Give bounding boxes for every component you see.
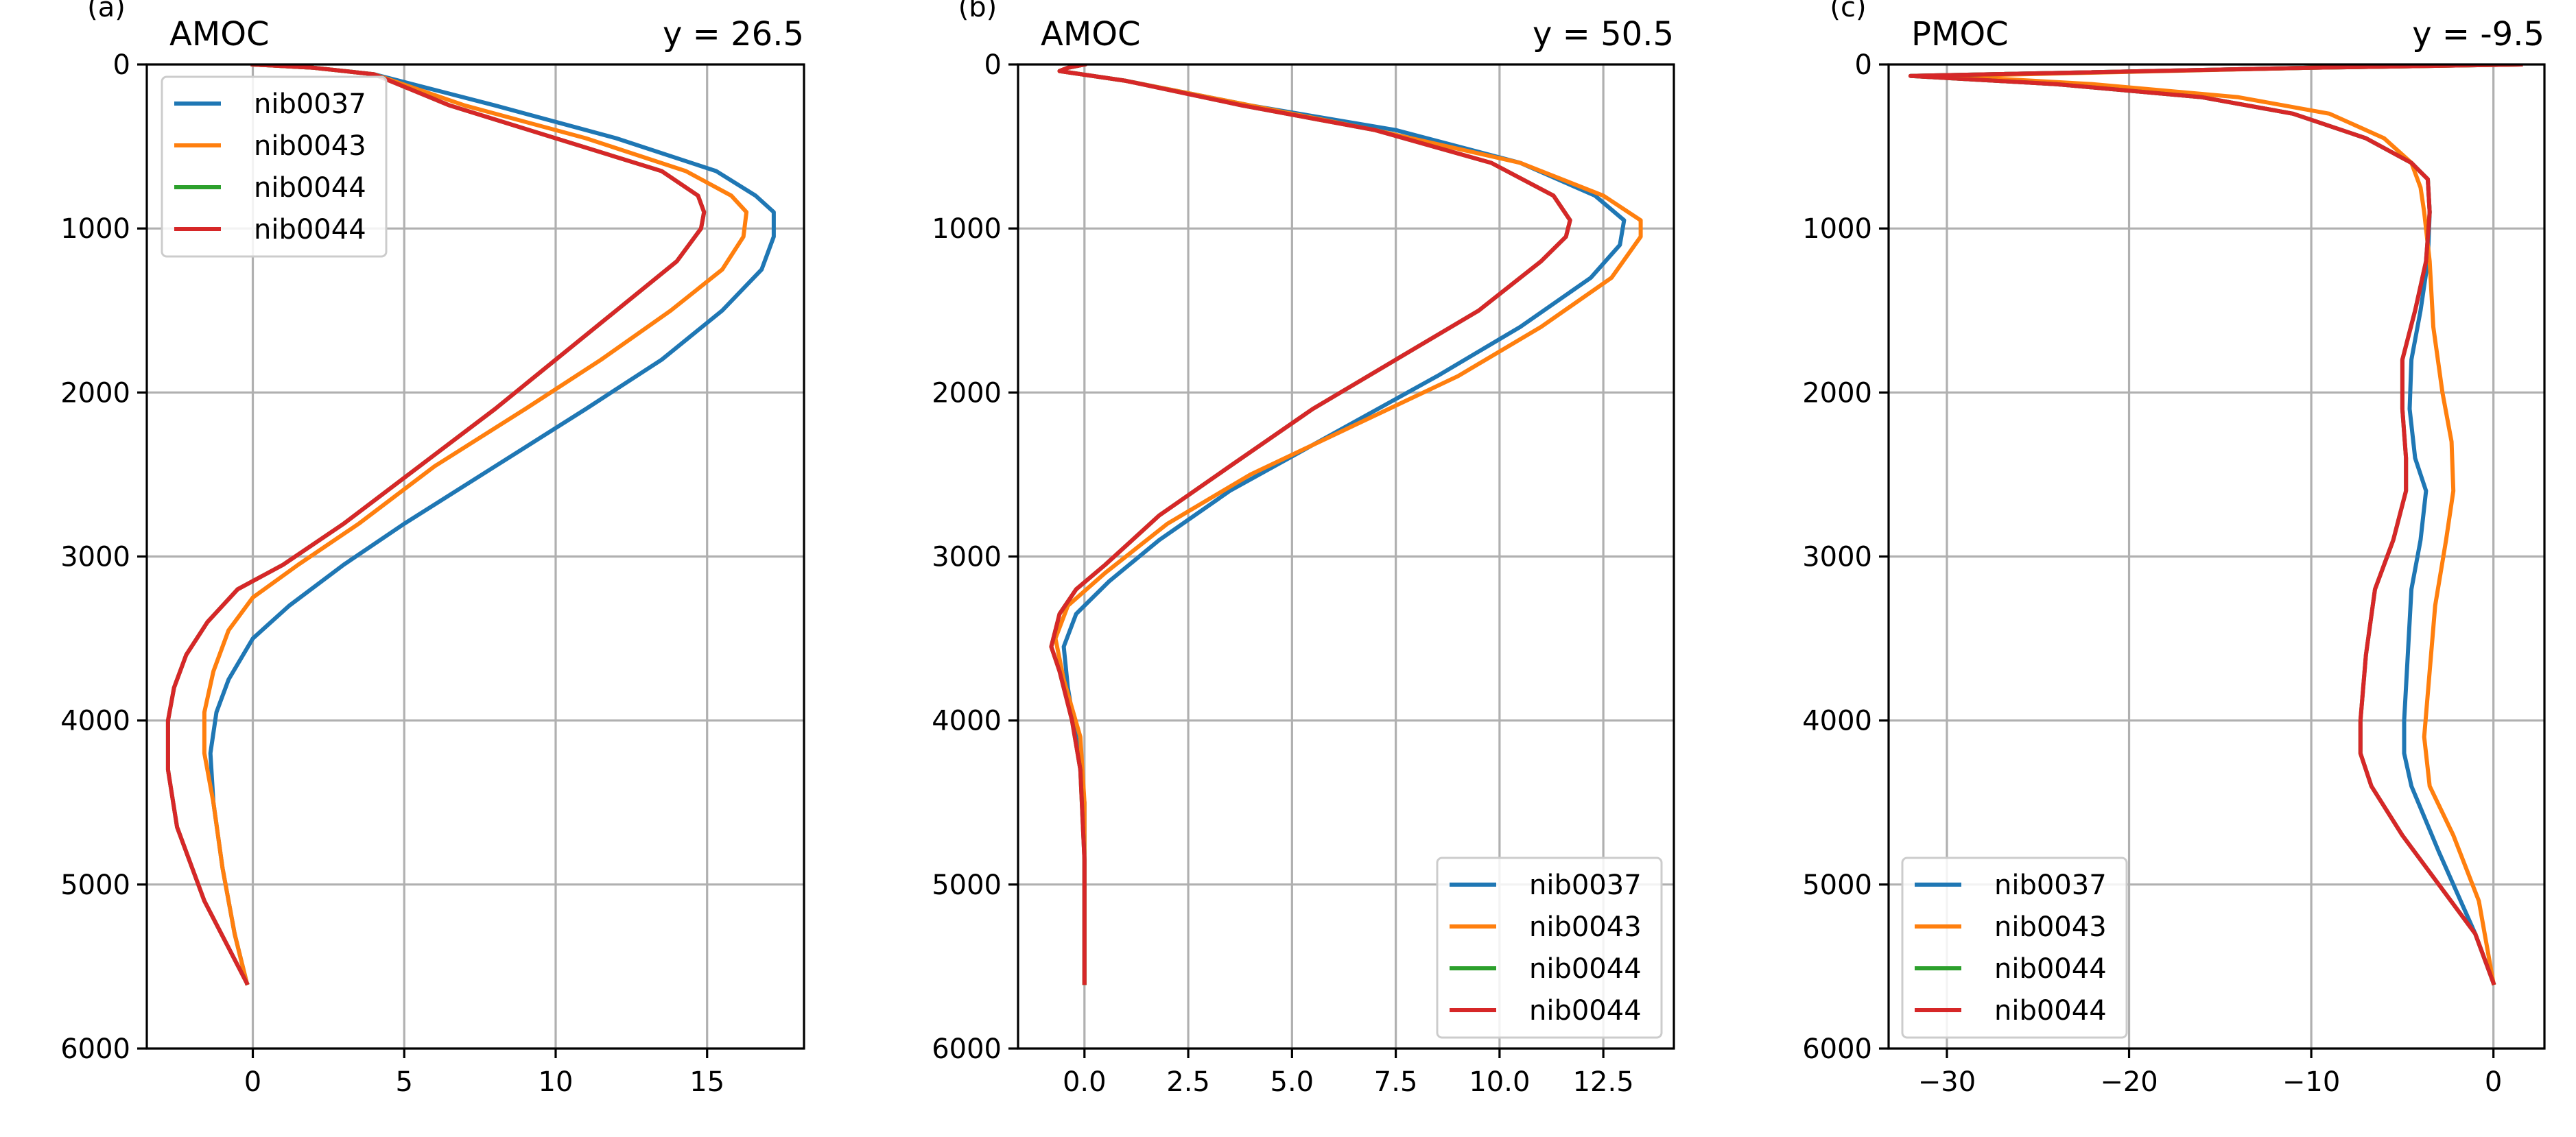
legend-entry: nib0044 [1994,995,2107,1027]
y-tick-label: 5000 [932,870,1002,901]
y-tick-label: 0 [1855,49,1872,81]
legend-entry: nib0044 [1994,953,2107,985]
x-tick-label: 0.0 [1063,1066,1107,1098]
panel-location: y = 26.5 [663,15,804,53]
y-tick-label: 3000 [932,542,1002,573]
y-tick-label: 6000 [932,1033,1002,1065]
y-tick-label: 2000 [932,377,1002,409]
x-tick-label: 10 [539,1066,574,1098]
chart-panel-1: 0 5 10 15 0 1000 2000 3000 4000 5000 6000 (a) AMOC y … [60,0,805,1098]
y-tick-label: 6000 [1802,1033,1872,1065]
y-tick-label: 1000 [60,213,130,245]
y-tick-label: 0 [984,49,1002,81]
x-tick-label: 12.5 [1573,1066,1634,1098]
legend-entry: nib0037 [1994,870,2107,901]
x-tick-label: −30 [1918,1066,1976,1098]
panel-title: AMOC [1041,15,1141,53]
y-tick-label: 1000 [932,213,1002,245]
y-tick-label: 2000 [1802,377,1872,409]
x-tick-label: 0 [2485,1066,2502,1098]
legend: nib0037 nib0043 nib0044 nib0044 [1901,857,2128,1039]
legend: nib0037 nib0043 nib0044 nib0044 [161,75,388,258]
y-tick-label: 2000 [60,377,130,409]
series-line-2 [1053,64,1643,985]
panel-label: (a) [87,0,126,23]
panel-label: (b) [958,0,997,23]
legend-box [1436,857,1663,1039]
x-tick-label: −10 [2282,1066,2340,1098]
series-line-3 [1049,64,1572,985]
y-tick-label: 6000 [60,1033,130,1065]
y-tick-label: 4000 [1802,706,1872,737]
x-tick-label: 5 [396,1066,413,1098]
panel-location: y = 50.5 [1533,15,1674,53]
legend: nib0037 nib0043 nib0044 nib0044 [1436,857,1663,1039]
y-tick-label: 1000 [1802,213,1872,245]
y-tick-label: 5000 [1802,870,1872,901]
legend-entry: nib0044 [1529,995,1642,1027]
x-tick-label: 0 [244,1066,261,1098]
panel-label: (c) [1830,0,1866,23]
legend-entry: nib0043 [254,130,366,162]
y-tick-label: 4000 [60,706,130,737]
x-tick-label: 15 [689,1066,724,1098]
panel-title: AMOC [169,15,270,53]
legend-entry: nib0044 [254,214,366,246]
panel-location: y = -9.5 [2412,15,2544,53]
series-line-1 [1057,64,1627,985]
series-line-4 [1049,64,1572,985]
series-line-1 [208,64,776,985]
x-tick-label: 5.0 [1271,1066,1314,1098]
legend-entry: nib0044 [254,172,366,204]
legend-entry: nib0044 [1529,953,1642,985]
panel-title: PMOC [1911,15,2009,53]
x-tick-label: 7.5 [1374,1066,1418,1098]
y-tick-label: 3000 [60,542,130,573]
x-tick-label: 10.0 [1469,1066,1530,1098]
y-tick-label: 5000 [60,870,130,901]
legend-box [161,75,388,258]
chart-panel-2: 0.0 2.5 5.0 7.5 10.0 12.5 0 1000 2000 3000 4000 500… [932,0,1675,1098]
chart-panel-3: −30 −20 −10 0 0 1000 2000 3000 4000 5000 6000 (c) PM… [1802,0,2546,1098]
x-tick-label: −20 [2100,1066,2158,1098]
legend-box [1901,857,2128,1039]
series-line-4 [165,64,707,986]
y-tick-label: 3000 [1802,542,1872,573]
series-line-4 [1908,64,2523,986]
legend-entry: nib0037 [254,88,366,120]
series-line-2 [202,64,749,985]
x-tick-label: 2.5 [1166,1066,1210,1098]
y-tick-label: 4000 [932,706,1002,737]
series-line-2 [1945,64,2523,985]
legend-entry: nib0043 [1529,911,1642,943]
legend-entry: nib0037 [1529,870,1642,901]
legend-entry: nib0043 [1994,911,2107,943]
y-tick-label: 0 [113,49,130,81]
